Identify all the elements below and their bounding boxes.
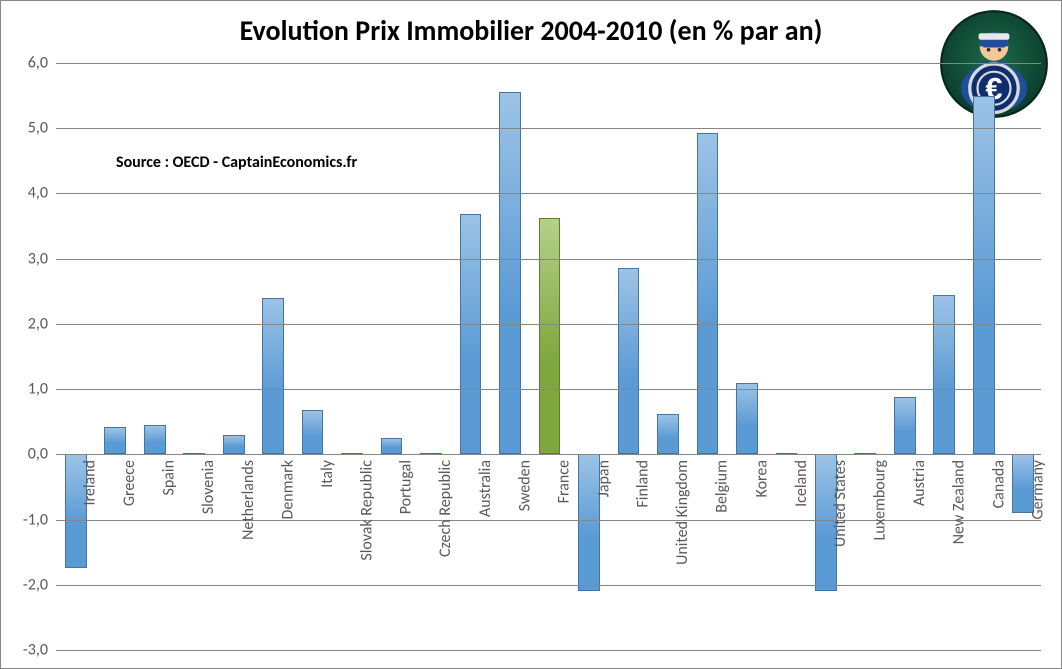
bar — [736, 383, 758, 455]
category-label: Slovenia — [199, 460, 218, 514]
category-label: Luxembourg — [871, 460, 890, 541]
bar — [697, 133, 719, 454]
category-label: Germany — [1028, 460, 1047, 519]
category-label: Austria — [910, 460, 929, 506]
bars-layer — [56, 63, 1041, 648]
grid-line — [56, 585, 1041, 586]
category-label: Italy — [318, 460, 337, 488]
y-axis-tick-label: 0,0 — [28, 445, 56, 464]
category-label: Spain — [160, 460, 179, 496]
bar — [618, 268, 640, 454]
category-label: Portugal — [397, 460, 416, 514]
y-axis-tick-label: 2,0 — [28, 314, 56, 333]
category-label: Korea — [752, 460, 771, 497]
category-label: Canada — [989, 460, 1008, 508]
category-label: Greece — [120, 460, 139, 506]
bar — [657, 414, 679, 454]
category-label: Japan — [594, 460, 613, 497]
category-label: Ireland — [81, 460, 100, 506]
grid-line — [56, 389, 1041, 390]
bar — [499, 92, 521, 454]
chart-container: Evolution Prix Immobilier 2004-2010 (en … — [0, 0, 1062, 669]
category-label: France — [555, 460, 574, 503]
grid-line — [56, 650, 1041, 651]
plot-area: -3,0-2,0-1,00,01,02,03,04,05,06,0Ireland… — [56, 63, 1041, 648]
category-label: Australia — [476, 460, 495, 517]
source-label: Source : OECD - CaptainEconomics.fr — [116, 153, 357, 172]
category-label: Belgium — [713, 460, 732, 513]
bar — [894, 397, 916, 454]
bar — [381, 438, 403, 454]
y-axis-tick-label: -2,0 — [23, 575, 56, 594]
category-label: New Zealand — [950, 460, 969, 544]
y-axis-tick-label: 6,0 — [28, 54, 56, 73]
grid-line — [56, 128, 1041, 129]
category-label: Slovak Republic — [357, 460, 376, 561]
y-axis-tick-label: 5,0 — [28, 119, 56, 138]
y-axis-tick-label: 4,0 — [28, 184, 56, 203]
grid-line — [56, 63, 1041, 64]
category-label: Iceland — [792, 460, 811, 507]
category-label: Netherlands — [239, 460, 258, 540]
bar — [973, 96, 995, 455]
category-label: Czech Republic — [436, 460, 455, 557]
zero-axis-line — [56, 454, 1041, 455]
grid-line — [56, 193, 1041, 194]
bar — [104, 427, 126, 454]
bar — [460, 214, 482, 454]
chart-title: Evolution Prix Immobilier 2004-2010 (en … — [1, 13, 1061, 48]
y-axis-tick-label: 3,0 — [28, 249, 56, 268]
category-label: Denmark — [278, 460, 297, 520]
bar — [144, 425, 166, 454]
bar — [302, 410, 324, 454]
category-label: Finland — [634, 460, 653, 508]
bar — [933, 295, 955, 455]
y-axis-tick-label: -1,0 — [23, 510, 56, 529]
bar — [539, 218, 561, 454]
bar — [223, 435, 245, 455]
y-axis-tick-label: 1,0 — [28, 380, 56, 399]
grid-line — [56, 520, 1041, 521]
grid-line — [56, 259, 1041, 260]
bar — [262, 298, 284, 455]
category-label: United States — [831, 460, 850, 547]
y-axis-tick-label: -3,0 — [23, 641, 56, 660]
category-label: Sweden — [515, 460, 534, 511]
grid-line — [56, 324, 1041, 325]
category-label: United Kingdom — [673, 460, 692, 565]
